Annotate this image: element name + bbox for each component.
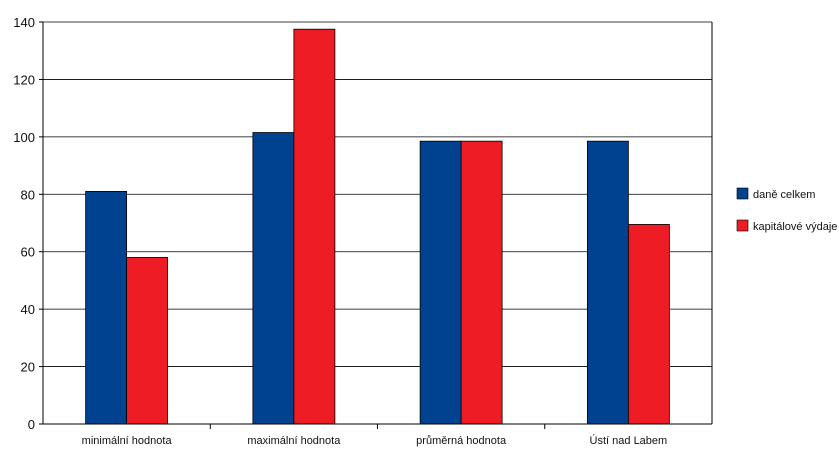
bar-dane-celkem-1 [252, 132, 295, 425]
bar-kapitalove-vydaje-3 [627, 224, 670, 425]
x-category-label: Ústí nad Labem [590, 434, 668, 447]
y-tick-label: 100 [13, 130, 35, 145]
y-tick-labels: 0 20 40 60 80 100 120 140 [13, 15, 35, 432]
bar-kapitalove-vydaje-2 [460, 140, 503, 425]
bar-kapitalove-vydaje-1 [293, 28, 336, 425]
legend-label: daně celkem [753, 189, 815, 201]
axes [39, 21, 713, 429]
bars [85, 28, 670, 425]
bar-dane-celkem-3 [586, 140, 629, 425]
bar-kapitalove-vydaje-0 [126, 257, 169, 425]
y-tick-label: 140 [13, 15, 35, 30]
bar-dane-celkem-2 [419, 140, 462, 425]
legend: daně celkem kapitálové výdaje [736, 187, 837, 233]
y-tick-label: 40 [21, 302, 35, 317]
y-tick-label: 80 [21, 187, 35, 202]
legend-label: kapitálové výdaje [753, 221, 837, 233]
legend-swatch [736, 187, 749, 200]
x-category-label: minimální hodnota [82, 435, 173, 447]
y-tick-label: 20 [21, 360, 35, 375]
legend-swatch [736, 219, 749, 232]
y-tick-label: 60 [21, 245, 35, 260]
y-tick-label: 0 [28, 417, 35, 432]
x-category-labels: minimální hodnota maximální hodnota průměr… [82, 434, 668, 447]
x-category-label: maximální hodnota [247, 435, 341, 447]
x-category-label: průměrná hodnota [416, 435, 507, 447]
bar-dane-celkem-0 [85, 191, 128, 425]
y-tick-label: 120 [13, 72, 35, 87]
